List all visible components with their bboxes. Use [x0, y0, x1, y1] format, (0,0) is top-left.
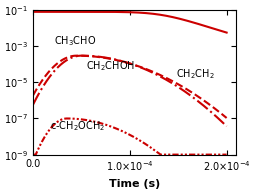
Text: CH$_3$CHO: CH$_3$CHO: [54, 34, 96, 48]
Text: c-CH$_2$OCH$_2$: c-CH$_2$OCH$_2$: [50, 120, 105, 133]
Text: CH$_2$CHOH: CH$_2$CHOH: [86, 59, 135, 73]
Text: CH$_2$CH$_2$: CH$_2$CH$_2$: [176, 67, 214, 81]
X-axis label: Time (s): Time (s): [109, 179, 160, 189]
